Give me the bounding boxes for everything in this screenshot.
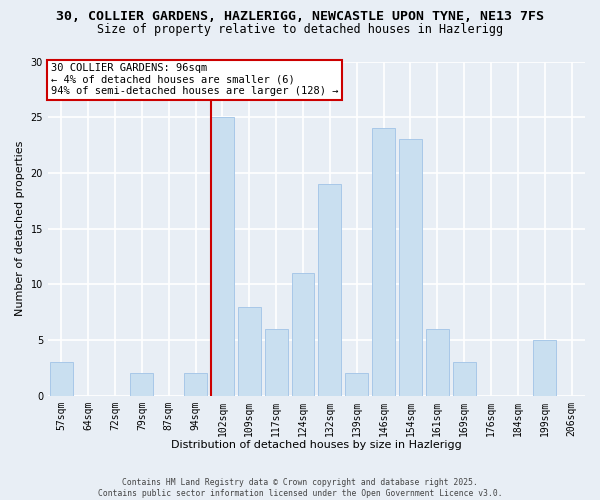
Bar [265,329,287,396]
Bar [533,340,556,396]
Text: Contains HM Land Registry data © Crown copyright and database right 2025.
Contai: Contains HM Land Registry data © Crown c… [98,478,502,498]
Bar [453,362,476,396]
Text: 30, COLLIER GARDENS, HAZLERIGG, NEWCASTLE UPON TYNE, NE13 7FS: 30, COLLIER GARDENS, HAZLERIGG, NEWCASTL… [56,10,544,23]
Bar [399,140,422,396]
Bar [372,128,395,396]
Bar [50,362,73,396]
Bar [184,374,207,396]
Bar [130,374,154,396]
Text: Size of property relative to detached houses in Hazlerigg: Size of property relative to detached ho… [97,22,503,36]
Bar [319,184,341,396]
Bar [211,117,234,396]
Bar [238,306,261,396]
Text: 30 COLLIER GARDENS: 96sqm
← 4% of detached houses are smaller (6)
94% of semi-de: 30 COLLIER GARDENS: 96sqm ← 4% of detach… [50,63,338,96]
Bar [292,273,314,396]
Y-axis label: Number of detached properties: Number of detached properties [15,141,25,316]
Bar [426,329,449,396]
X-axis label: Distribution of detached houses by size in Hazlerigg: Distribution of detached houses by size … [171,440,462,450]
Bar [346,374,368,396]
